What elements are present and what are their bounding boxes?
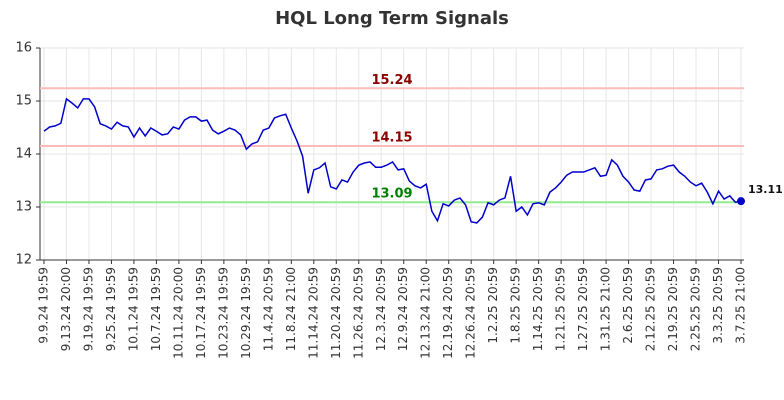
x-tick-label: 10.17.24 19:59 (194, 267, 208, 359)
x-tick-label: 11.4.24 20:59 (261, 267, 275, 351)
x-tick-label: 1.2.25 20:59 (486, 267, 500, 344)
x-tick-label: 12.19.24 20:59 (441, 267, 455, 359)
x-tick-label: 1.27.25 20:59 (576, 267, 590, 351)
x-tick-label: 9.19.24 19:59 (81, 267, 95, 351)
x-tick-label: 1.21.25 20:59 (554, 267, 568, 351)
x-tick-label: 9.25.24 19:59 (104, 267, 118, 351)
x-tick-label: 2.6.25 20:59 (621, 267, 635, 344)
x-tick-label: 9.9.24 19:59 (37, 267, 51, 344)
x-tick-label: 3.7.25 21:00 (734, 267, 748, 344)
x-tick-label: 2.25.25 20:59 (689, 267, 703, 351)
x-tick-label: 12.9.24 20:59 (396, 267, 410, 351)
x-tick-label: 9.13.24 20:00 (59, 267, 73, 351)
y-tick-label: 15 (15, 94, 32, 109)
x-tick-label: 10.7.24 19:59 (149, 267, 163, 351)
y-tick-label: 16 (15, 41, 32, 56)
reference-label: 15.24 (371, 73, 412, 88)
x-tick-label: 12.26.24 20:59 (464, 267, 478, 359)
x-tick-label: 2.19.25 20:59 (666, 267, 680, 351)
reference-label: 13.09 (371, 187, 412, 202)
x-tick-label: 11.8.24 21:00 (284, 267, 298, 351)
x-tick-label: 12.3.24 20:59 (374, 267, 388, 351)
x-tick-label: 11.26.24 20:59 (351, 267, 365, 359)
x-tick-label: 1.31.25 21:00 (599, 267, 613, 351)
last-point (737, 197, 745, 206)
y-tick-label: 14 (15, 147, 32, 162)
x-tick-label: 10.1.24 19:59 (126, 267, 140, 351)
x-tick-label: 3.3.25 20:59 (711, 267, 725, 344)
x-tick-label: 1.8.25 20:59 (509, 267, 523, 344)
reference-label: 14.15 (371, 131, 412, 146)
x-tick-label: 10.23.24 19:59 (216, 267, 230, 359)
x-tick-label: 2.12.25 20:59 (644, 267, 658, 351)
x-tick-label: 12.13.24 21:00 (419, 267, 433, 359)
price-line (43, 97, 742, 224)
y-tick-label: 13 (15, 200, 32, 215)
x-tick-label: 10.11.24 20:00 (171, 267, 185, 359)
chart-title: HQL Long Term Signals (275, 8, 509, 29)
x-tick-label: 11.20.24 20:59 (329, 267, 343, 359)
x-tick-label: 1.14.25 20:59 (531, 267, 545, 351)
last-value-label: 13.11 (748, 183, 783, 196)
x-tick-label: 11.14.24 20:59 (306, 267, 320, 359)
y-tick-label: 12 (15, 253, 32, 268)
x-tick-label: 10.29.24 19:59 (239, 267, 253, 359)
